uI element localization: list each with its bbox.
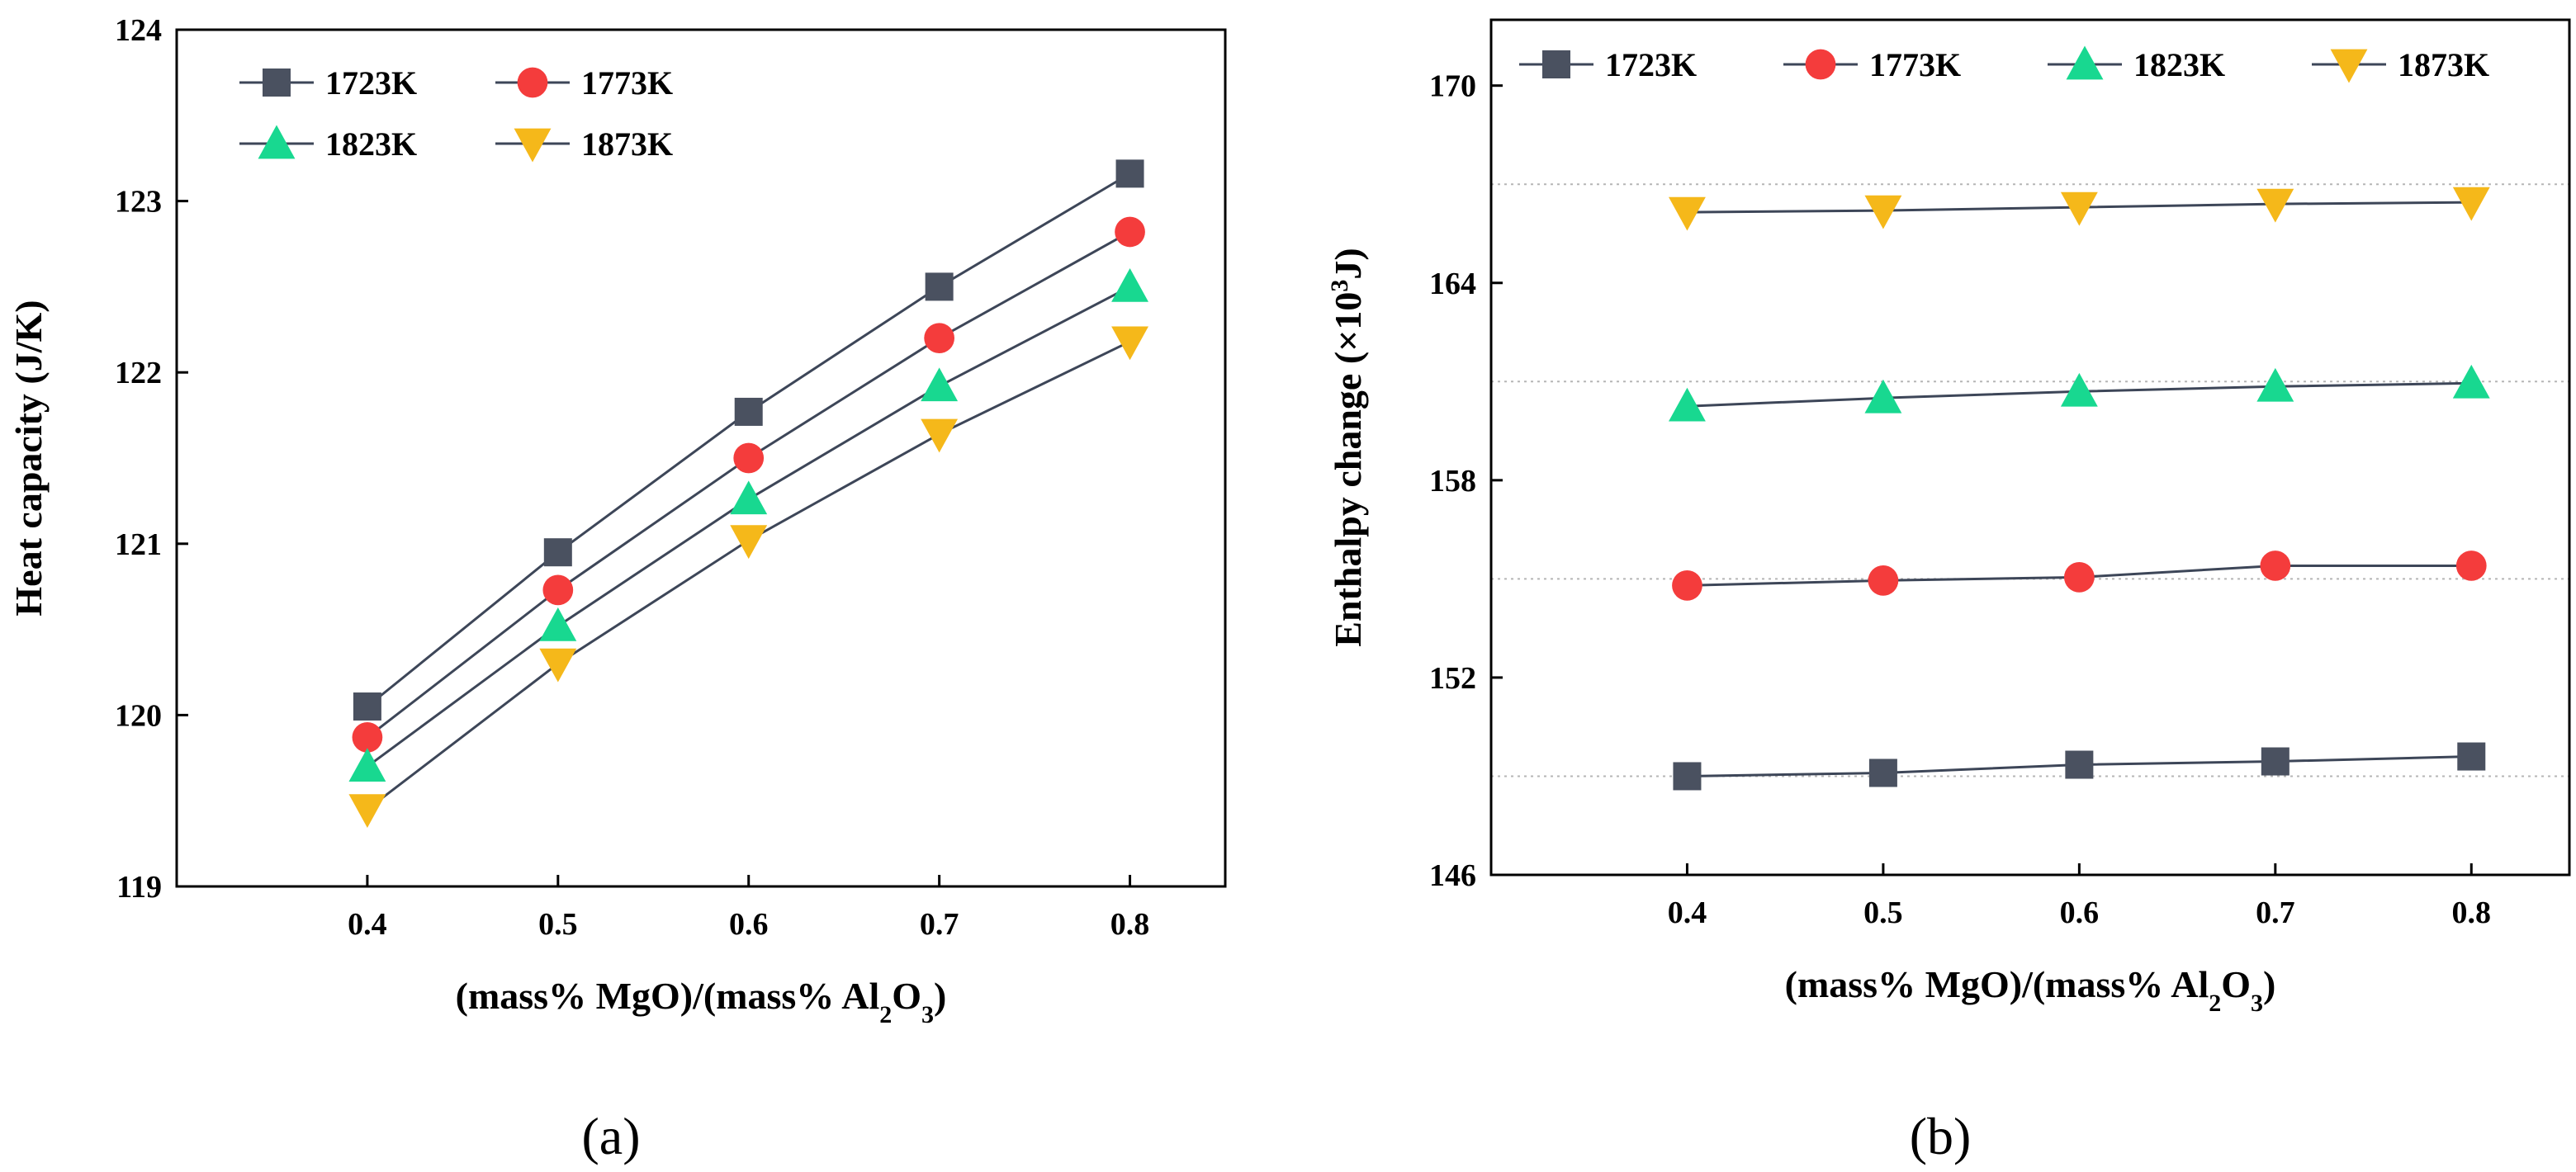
data-point-1773K bbox=[1868, 565, 1899, 596]
data-point-1823K bbox=[1111, 267, 1148, 302]
y-tick-label: 152 bbox=[1429, 661, 1476, 696]
data-point-1723K bbox=[353, 692, 381, 721]
x-axis-title: (mass% MgO)/(mass% Al2O3) bbox=[1785, 963, 2276, 1017]
data-point-1773K bbox=[542, 574, 574, 606]
y-tick-label: 158 bbox=[1429, 464, 1476, 499]
panel-label: (b) bbox=[1910, 1107, 1972, 1165]
legend-entry-1823K: 1823K bbox=[239, 125, 417, 163]
chart-panel-a: 0.4 0.5 0.6 0.7 0.8 119 120 121 122 123 124 1723K 17… bbox=[7, 13, 1227, 1165]
data-point-1773K bbox=[1115, 216, 1145, 248]
data-point-1873K bbox=[2452, 187, 2490, 221]
legend-entry-1823K: 1823K bbox=[2048, 45, 2225, 83]
x-tick-label: 0.8 bbox=[2452, 896, 2492, 930]
data-point-1873K bbox=[348, 794, 386, 829]
x-axis-title: (mass% MgO)/(mass% Al2O3) bbox=[456, 975, 947, 1028]
data-point-1723K bbox=[1673, 762, 1702, 791]
data-point-1723K bbox=[734, 397, 763, 426]
x-tick-label: 0.6 bbox=[2060, 896, 2100, 930]
y-axis-title: Enthalpy change (×103J) bbox=[1326, 248, 1370, 646]
legend-entry-1773K: 1773K bbox=[495, 64, 673, 102]
data-point-1873K bbox=[2060, 191, 2098, 226]
legend-marker bbox=[2330, 49, 2368, 83]
data-point-1823K bbox=[921, 367, 959, 402]
y-tick-label: 164 bbox=[1429, 267, 1476, 301]
legend-label: 1723K bbox=[1605, 46, 1697, 83]
legend-entry-1723K: 1723K bbox=[1519, 46, 1697, 83]
series-line-1723K bbox=[366, 172, 1131, 708]
data-point-1723K bbox=[543, 538, 572, 567]
x-tick-label: 0.4 bbox=[1668, 896, 1707, 930]
data-point-1823K bbox=[730, 480, 768, 515]
legend-marker bbox=[2066, 45, 2104, 80]
data-point-1873K bbox=[1111, 326, 1148, 361]
legend-marker bbox=[1805, 49, 1836, 80]
legend-label: 1873K bbox=[581, 125, 673, 163]
legend-label: 1823K bbox=[2133, 46, 2225, 83]
y-tick-label: 122 bbox=[115, 356, 162, 390]
data-point-1873K bbox=[1864, 195, 1902, 229]
data-point-1873K bbox=[2256, 188, 2294, 223]
y-tick-label: 124 bbox=[115, 13, 162, 48]
legend-label: 1773K bbox=[581, 64, 673, 102]
y-axis-title: Heat capacity (J/K) bbox=[7, 300, 50, 616]
legend-entry-1723K: 1723K bbox=[239, 64, 417, 102]
data-point-1873K bbox=[730, 525, 768, 560]
legend-entry-1773K: 1773K bbox=[1783, 46, 1961, 83]
data-point-1823K bbox=[1864, 379, 1902, 414]
data-point-1773K bbox=[1672, 569, 1702, 601]
data-point-1823K bbox=[539, 607, 577, 641]
data-point-1823K bbox=[2452, 364, 2490, 399]
data-point-1873K bbox=[539, 648, 577, 683]
data-point-1773K bbox=[2260, 551, 2291, 581]
x-tick-label: 0.6 bbox=[729, 907, 769, 942]
data-point-1773K bbox=[924, 323, 954, 354]
data-point-1723K bbox=[2261, 747, 2290, 776]
data-point-1723K bbox=[925, 272, 954, 301]
x-tick-label: 0.5 bbox=[1863, 896, 1903, 930]
data-point-1823K bbox=[2060, 372, 2098, 407]
data-point-1773K bbox=[733, 442, 765, 474]
data-point-1823K bbox=[1669, 387, 1706, 422]
data-point-1723K bbox=[2065, 750, 2094, 779]
data-point-1723K bbox=[1115, 159, 1144, 188]
data-point-1873K bbox=[921, 418, 959, 453]
y-tick-label: 123 bbox=[115, 185, 162, 220]
chart-panel-b: 0.4 0.5 0.6 0.7 0.8 146 152 158 164 170 1723K 1773K… bbox=[1326, 18, 2571, 1165]
legend-marker bbox=[258, 125, 296, 159]
y-tick-label: 170 bbox=[1429, 69, 1476, 104]
data-point-1773K bbox=[2455, 551, 2487, 581]
x-tick-label: 0.7 bbox=[2256, 896, 2295, 930]
data-point-1773K bbox=[352, 722, 383, 753]
legend-entry-1873K: 1873K bbox=[495, 125, 673, 163]
data-point-1873K bbox=[1669, 196, 1706, 231]
data-point-1773K bbox=[2064, 562, 2095, 593]
legend-label: 1723K bbox=[325, 64, 417, 102]
data-point-1723K bbox=[1868, 758, 1897, 787]
legend-marker bbox=[517, 67, 548, 98]
legend-label: 1773K bbox=[1869, 46, 1961, 83]
y-tick-label: 120 bbox=[115, 698, 162, 733]
data-point-1723K bbox=[2457, 742, 2486, 771]
legend-marker bbox=[1542, 50, 1570, 78]
data-point-1823K bbox=[2256, 367, 2294, 402]
y-tick-label: 119 bbox=[116, 870, 162, 905]
plot-frame bbox=[175, 28, 1227, 888]
legend-label: 1823K bbox=[325, 125, 417, 163]
x-tick-label: 0.7 bbox=[920, 907, 959, 942]
legend-marker bbox=[514, 128, 552, 163]
data-point-1823K bbox=[348, 748, 386, 782]
x-tick-label: 0.4 bbox=[348, 907, 387, 942]
panel-label: (a) bbox=[581, 1107, 640, 1165]
y-tick-label: 121 bbox=[115, 527, 162, 562]
plot-frame bbox=[1489, 18, 2571, 877]
legend-marker bbox=[263, 69, 291, 97]
x-tick-label: 0.8 bbox=[1110, 907, 1150, 942]
legend-label: 1873K bbox=[2398, 46, 2489, 83]
legend-entry-1873K: 1873K bbox=[2312, 46, 2489, 83]
y-tick-label: 146 bbox=[1429, 858, 1476, 893]
x-tick-label: 0.5 bbox=[538, 907, 578, 942]
